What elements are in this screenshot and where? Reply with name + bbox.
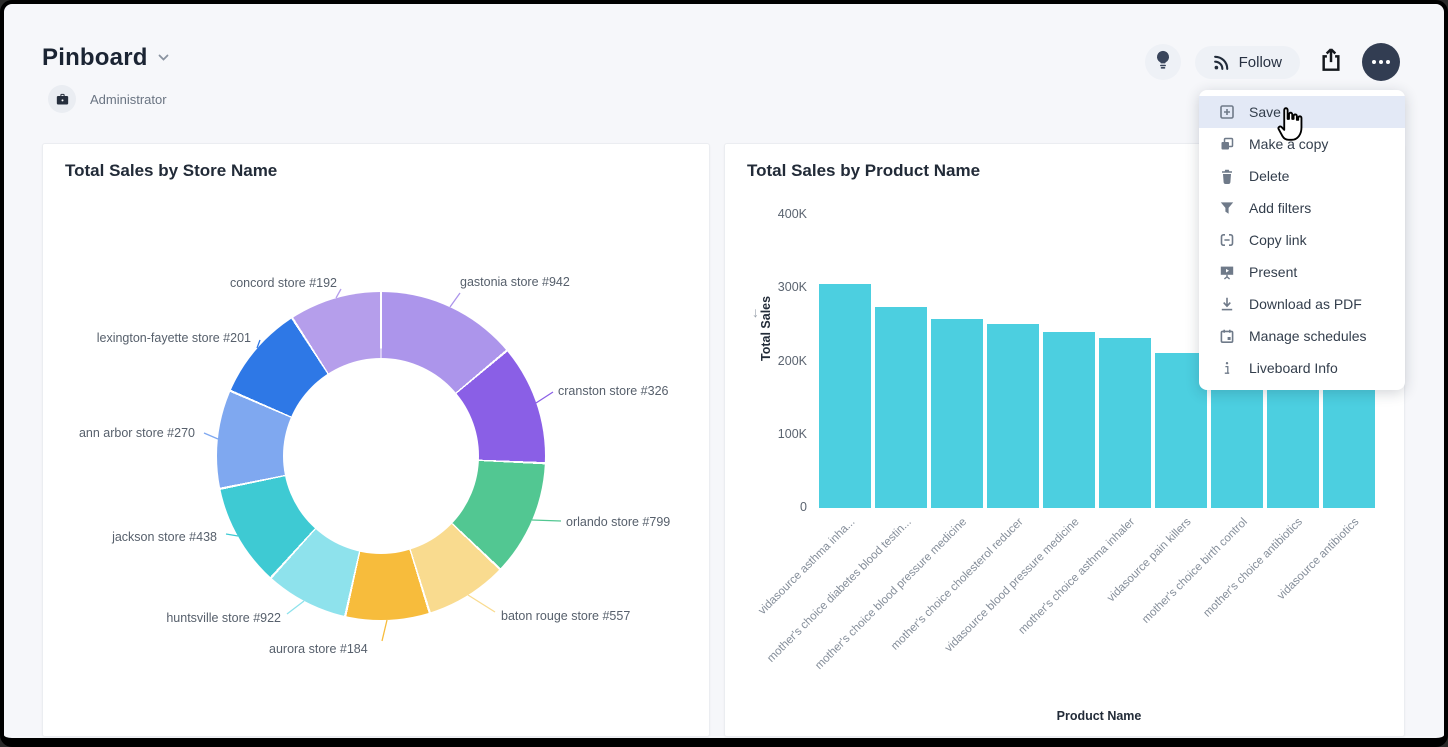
- pie-slice-label: orlando store #799: [566, 515, 671, 529]
- copy-icon: [1219, 136, 1235, 152]
- rss-icon: [1213, 54, 1230, 71]
- briefcase-icon: [56, 93, 68, 104]
- download-icon: [1219, 296, 1235, 312]
- bar[interactable]: [1099, 338, 1151, 508]
- menu-item-label: Liveboard Info: [1249, 360, 1338, 376]
- ellipsis-icon: [1372, 60, 1376, 64]
- calendar-icon: [1219, 328, 1235, 344]
- pie-slice-label: cranston store #326: [558, 384, 669, 398]
- sort-descending-icon: ↓: [752, 304, 759, 320]
- bar[interactable]: [1155, 352, 1207, 508]
- x-axis-tick-label: mother's choice asthma inhaler: [1016, 516, 1138, 637]
- bar[interactable]: [987, 324, 1039, 508]
- chart-title: Total Sales by Store Name: [65, 161, 278, 180]
- x-axis-tick-label: mother's choice antibiotics: [1201, 516, 1306, 620]
- menu-item-liveboard-info[interactable]: Liveboard Info: [1199, 352, 1405, 384]
- menu-item-download-as-pdf[interactable]: Download as PDF: [1199, 288, 1405, 320]
- bar[interactable]: [1323, 370, 1375, 508]
- menu-item-delete[interactable]: Delete: [1199, 160, 1405, 192]
- y-axis-tick-label: 100K: [777, 426, 807, 441]
- avatar: [48, 85, 76, 113]
- bar[interactable]: [819, 283, 871, 508]
- pie-slice-label: concord store #192: [229, 276, 337, 290]
- menu-item-label: Download as PDF: [1249, 296, 1362, 312]
- share-button[interactable]: [1314, 45, 1348, 79]
- y-axis-tick-label: 200K: [777, 353, 807, 368]
- bar[interactable]: [1043, 332, 1095, 508]
- share-export-icon: [1318, 46, 1344, 79]
- follow-label: Follow: [1238, 53, 1282, 71]
- insights-lightbulb-button[interactable]: [1144, 44, 1181, 80]
- present-icon: [1219, 264, 1235, 280]
- trash-icon: [1219, 168, 1235, 184]
- menu-item-present[interactable]: Present: [1199, 256, 1405, 288]
- pie-slice-label: lexington-fayette store #201: [96, 331, 251, 345]
- filter-icon: [1219, 200, 1235, 216]
- chart-card-product-sales: Total Sales by Product Name ↓ Total Sale…: [724, 143, 1405, 737]
- y-axis-tick-label: 0: [800, 500, 807, 514]
- pie-slice-label: jackson store #438: [112, 530, 217, 544]
- chart-title: Total Sales by Product Name: [747, 161, 981, 180]
- follow-button[interactable]: Follow: [1194, 45, 1300, 79]
- y-axis-tick-label: 300K: [777, 280, 807, 295]
- menu-item-label: Present: [1249, 264, 1298, 280]
- pie-slice-label: ann arbor store #270: [78, 426, 195, 440]
- bar[interactable]: [875, 307, 927, 508]
- menu-item-label: Save: [1249, 104, 1281, 120]
- y-axis-tick-label: 400K: [777, 207, 807, 221]
- menu-item-label: Add filters: [1249, 200, 1312, 216]
- menu-item-label: Make a copy: [1249, 136, 1329, 152]
- menu-item-label: Delete: [1249, 168, 1290, 184]
- pie-slice-label: huntsville store #922: [166, 611, 281, 625]
- author-name: Administrator: [90, 91, 167, 107]
- page-title: Pinboard: [42, 44, 148, 71]
- x-axis-title: Product Name: [1056, 709, 1142, 723]
- info-icon: [1219, 360, 1235, 376]
- chevron-down-icon: [158, 49, 169, 67]
- menu-item-save[interactable]: Save: [1199, 96, 1405, 128]
- menu-item-make-a-copy[interactable]: Make a copy: [1199, 128, 1405, 160]
- donut-chart[interactable]: [217, 292, 545, 620]
- x-axis-tick-label: mother's choice birth control: [1139, 516, 1250, 626]
- menu-item-label: Copy link: [1249, 232, 1307, 248]
- menu-item-add-filters[interactable]: Add filters: [1199, 192, 1405, 224]
- plus-square-icon: [1219, 104, 1235, 120]
- x-axis-tick-label: vidasource asthma inha...: [756, 516, 858, 618]
- pie-slice-label: baton rouge store #557: [501, 609, 631, 623]
- more-dropdown-menu: Save Make a copy Delete Add filters Copy lin…: [1199, 90, 1405, 390]
- more-menu-button[interactable]: [1362, 43, 1400, 81]
- header-actions: Follow: [1144, 42, 1400, 82]
- bar[interactable]: [931, 319, 983, 508]
- lightbulb-icon: [1153, 49, 1173, 76]
- link-icon: [1219, 232, 1235, 248]
- pie-slice-label: gastonia store #942: [460, 275, 570, 289]
- pinboard-title-button[interactable]: Pinboard: [42, 44, 169, 72]
- chart-card-store-sales: Total Sales by Store Name gastonia store…: [42, 143, 710, 737]
- menu-item-copy-link[interactable]: Copy link: [1199, 224, 1405, 256]
- menu-item-manage-schedules[interactable]: Manage schedules: [1199, 320, 1405, 352]
- author-row: Administrator: [48, 85, 167, 113]
- pie-slice-label: aurora store #184: [269, 642, 368, 656]
- menu-item-label: Manage schedules: [1249, 328, 1367, 344]
